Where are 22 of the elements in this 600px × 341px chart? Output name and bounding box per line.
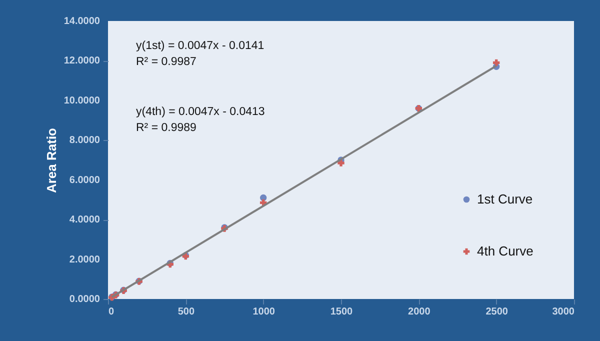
legend-label: 1st Curve — [477, 192, 533, 206]
annotation: R² = 0.9987 — [136, 56, 196, 68]
y-tick-label: 12.0000 — [64, 56, 100, 67]
annotation: y(4th) = 0.0047x - 0.0413 — [136, 106, 265, 118]
x-tick-label: 500 — [178, 306, 195, 318]
x-tick-label: 3000 — [552, 306, 575, 318]
y-tick-label: 10.0000 — [64, 95, 100, 106]
y-tick-label: 2.0000 — [69, 254, 100, 266]
y-tick-label: 0.0000 — [69, 294, 100, 305]
x-tick-label: 2000 — [408, 306, 431, 318]
annotation: R² = 0.9989 — [136, 122, 196, 134]
y-tick-label: 6.0000 — [69, 174, 100, 186]
x-tick-label: 0 — [108, 306, 114, 318]
y-tick-label: 14.0000 — [64, 16, 100, 27]
y-tick-label: 8.0000 — [69, 135, 100, 146]
legend-label: 4th Curve — [477, 244, 534, 258]
x-tick-label: 1500 — [330, 306, 354, 318]
y-tick-label: 4.0000 — [69, 214, 100, 226]
x-tick-label: 1000 — [252, 306, 276, 318]
y-axis-title: Area Ratio — [44, 128, 59, 194]
x-tick-label: 2500 — [486, 306, 508, 318]
annotation: y(1st) = 0.0047x - 0.0141 — [136, 40, 264, 52]
